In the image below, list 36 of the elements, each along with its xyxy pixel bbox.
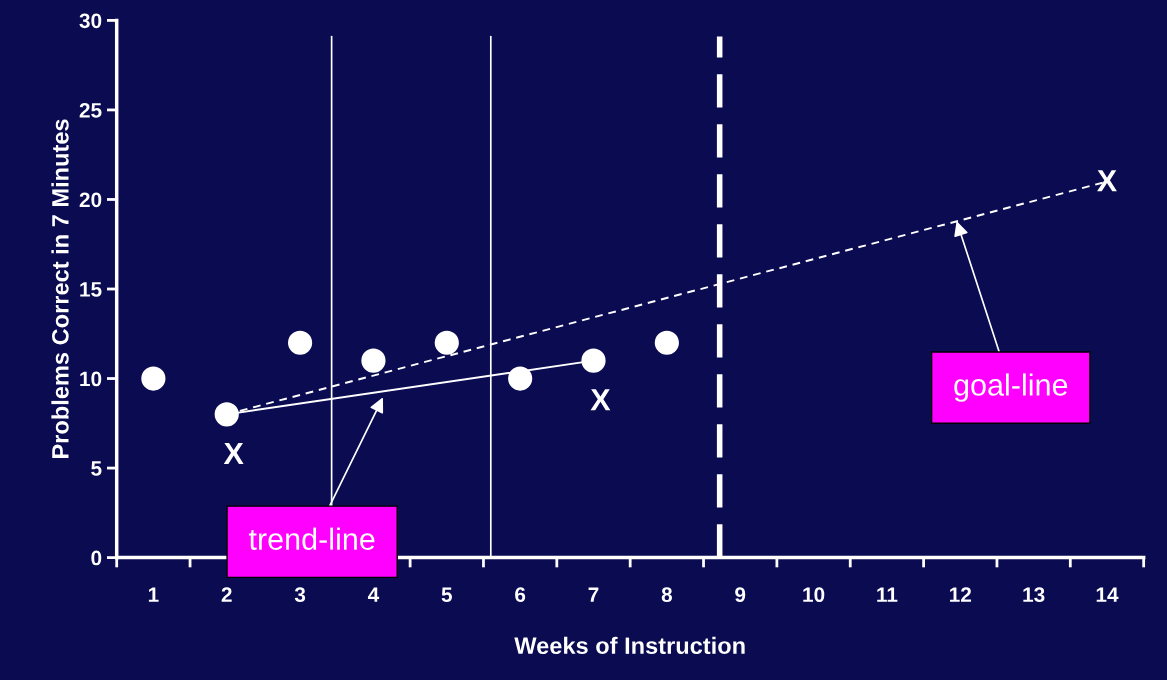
- x-tick-label: 10: [803, 587, 825, 603]
- y-tick-label: 10: [80, 371, 102, 387]
- y-tick-label: 0: [91, 550, 102, 566]
- x-tick-label: 9: [735, 587, 746, 603]
- point: [434, 330, 459, 355]
- y-tick-label: 30: [79, 13, 102, 29]
- point: [581, 348, 606, 373]
- x-tick-label: 12: [950, 587, 972, 602]
- x-tick-label: 3: [294, 587, 306, 603]
- x-tick-label: 14: [1096, 587, 1119, 602]
- x-tick-label: 13: [1023, 587, 1045, 603]
- annotation: goal-line: [954, 373, 1068, 402]
- y-axis-title: Problems Correct in 7 Minutes: [51, 119, 69, 458]
- x-tick-label: 11: [877, 587, 898, 602]
- y-tick-label: 20: [79, 192, 102, 208]
- x-tick-label: 5: [441, 587, 453, 603]
- x-tick-label: 2: [221, 587, 232, 602]
- y-tick-label: 25: [79, 102, 102, 118]
- point: [287, 330, 313, 355]
- point: [141, 366, 166, 391]
- annotation: trend-line: [248, 527, 375, 550]
- x-tick-label: 7: [588, 587, 599, 602]
- x-tick-label: 8: [661, 587, 673, 603]
- point: [214, 402, 239, 427]
- y-tick-label: 15: [80, 282, 102, 297]
- point: [508, 366, 533, 391]
- point: [654, 330, 679, 355]
- x-axis-title: Weeks of Instruction: [514, 636, 745, 655]
- annotation: X: [590, 389, 611, 411]
- x-tick-label: 4: [367, 587, 380, 602]
- annotation: X: [1097, 170, 1117, 192]
- annotation: X: [223, 442, 244, 464]
- y-tick-label: 5: [91, 461, 102, 476]
- point: [361, 348, 386, 373]
- x-tick-label: 1: [148, 587, 159, 602]
- x-tick-label: 6: [515, 587, 526, 603]
